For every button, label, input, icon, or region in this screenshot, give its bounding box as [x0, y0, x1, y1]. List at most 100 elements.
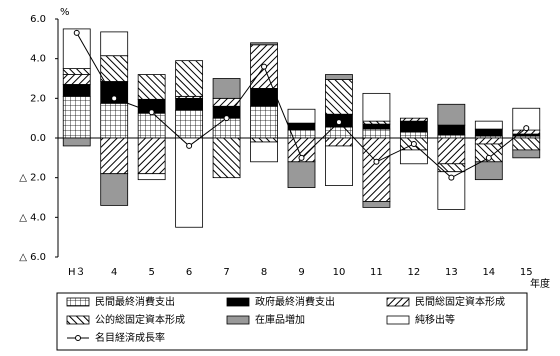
legend-label: 名目経済成長率 — [95, 331, 165, 344]
x-tick-label: 13 — [445, 267, 458, 278]
line-marker — [186, 142, 193, 149]
x-tick-label: 9 — [298, 267, 304, 278]
line-marker — [448, 174, 455, 181]
legend-label: 民間総固定資本形成 — [415, 295, 505, 308]
bar-segment — [325, 137, 353, 147]
bar-segment — [62, 137, 91, 147]
bar-segment — [399, 131, 428, 139]
legend-swatch — [226, 297, 250, 307]
x-tick-label: 6 — [186, 267, 192, 278]
x-tick-label: 4 — [111, 267, 117, 278]
line-marker — [261, 63, 268, 70]
bar-segment — [287, 108, 316, 124]
bar-segment — [474, 137, 503, 145]
bar-segment — [62, 74, 91, 85]
x-tick-label: 5 — [148, 267, 154, 278]
bar-segment — [362, 137, 391, 202]
bar-segment — [512, 149, 541, 159]
legend-swatch — [226, 315, 250, 325]
bar-segment — [100, 173, 129, 206]
bar-segment — [175, 97, 204, 111]
bar-segment — [362, 201, 391, 208]
bar-segment — [137, 112, 166, 139]
legend-swatch — [386, 297, 410, 307]
bar-segment — [62, 84, 91, 97]
line-marker — [111, 95, 118, 102]
legend-box — [56, 292, 528, 351]
line-marker — [335, 119, 342, 126]
bar-segment — [175, 137, 204, 228]
bar-segment — [399, 120, 428, 133]
line-marker — [298, 154, 305, 161]
bar-segment — [250, 105, 278, 139]
x-unit: 年度 — [530, 277, 550, 290]
y-unit: % — [60, 7, 70, 18]
legend-label: 政府最終消費支出 — [255, 295, 335, 308]
bar-segment — [250, 88, 278, 107]
y-tick-label: 0.0 — [30, 133, 46, 144]
bar-segment — [437, 137, 466, 165]
x-tick-label: 12 — [408, 267, 421, 278]
bar-segment — [212, 137, 241, 179]
y-tick-label: △ 6.0 — [19, 252, 46, 263]
line-marker — [523, 125, 530, 132]
x-tick-label: 11 — [370, 267, 383, 278]
bar-segment — [437, 163, 466, 173]
bar-segment — [287, 122, 316, 131]
y-tick-label: 2.0 — [30, 93, 46, 104]
line-marker — [223, 115, 230, 122]
bar-segment — [62, 95, 91, 139]
bar-segment — [362, 128, 391, 139]
y-tick-label: 6.0 — [30, 14, 46, 25]
line-marker — [73, 29, 80, 36]
legend-label: 純移出等 — [415, 313, 455, 326]
bar-segment — [437, 124, 466, 136]
bar-segment — [512, 137, 541, 151]
bar-segment — [325, 79, 353, 115]
x-tick-label: 14 — [482, 267, 495, 278]
x-tick-label: 10 — [333, 267, 346, 278]
bar-segment — [137, 173, 166, 181]
bar-segment — [474, 120, 503, 130]
x-tick-label: H３ — [68, 267, 86, 278]
legend-swatch — [66, 315, 90, 325]
bar-segment — [175, 60, 204, 97]
y-tick-label: △ 2.0 — [19, 173, 46, 184]
bar-segment — [100, 55, 129, 82]
bar-segment — [62, 68, 91, 75]
y-tick-label: 4.0 — [30, 54, 46, 65]
line-marker — [410, 140, 417, 147]
bar-segment — [100, 137, 129, 175]
line-marker — [148, 109, 155, 116]
bar-segment — [362, 120, 391, 125]
bar-segment — [399, 117, 428, 122]
bar-segment — [437, 134, 466, 139]
bar-segment — [250, 42, 278, 46]
bar-segment — [250, 141, 278, 163]
x-tick-label: 15 — [520, 267, 533, 278]
legend-label: 在庫品増加 — [255, 313, 305, 326]
bar-segment — [137, 74, 166, 100]
legend-swatch — [386, 315, 410, 325]
bar-segment — [362, 123, 391, 130]
y-tick-label: △ 4.0 — [19, 212, 46, 223]
line-marker — [373, 158, 380, 165]
bar-segment — [362, 92, 391, 122]
legend-label: 民間最終消費支出 — [95, 295, 175, 308]
line-marker — [485, 154, 492, 161]
x-tick-label: 8 — [261, 267, 267, 278]
x-tick-label: 7 — [223, 267, 229, 278]
legend-marker — [75, 335, 81, 341]
legend-swatch — [66, 297, 90, 307]
bar-segment — [175, 109, 204, 139]
bar-segment — [437, 103, 466, 126]
bar-segment — [250, 137, 278, 143]
legend-label: 公的総固定資本形成 — [95, 313, 185, 326]
bar-segment — [287, 161, 316, 188]
bar-segment — [325, 145, 353, 187]
bar-segment — [325, 74, 353, 80]
bar-segment — [474, 161, 503, 181]
bar-segment — [100, 102, 129, 139]
bar-segment — [212, 78, 241, 99]
